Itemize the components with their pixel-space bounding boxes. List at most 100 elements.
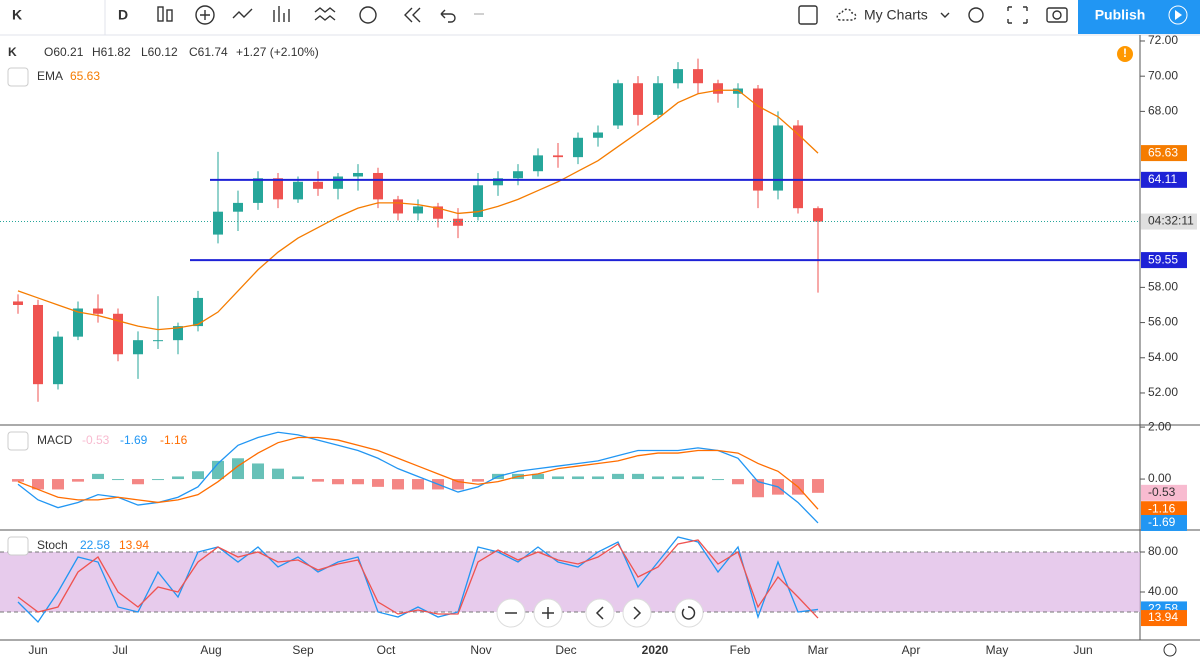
replay-icon[interactable] <box>404 7 421 23</box>
histogram-bar <box>732 479 744 485</box>
x-tick-label: Jun <box>1073 643 1092 657</box>
publish-menu[interactable] <box>1163 0 1200 34</box>
interval-button[interactable]: D <box>118 7 128 23</box>
candle-body <box>393 199 403 214</box>
candle-body <box>573 137 583 158</box>
histogram-bar <box>172 476 184 480</box>
candle-body <box>333 176 343 189</box>
candle-body <box>213 211 223 235</box>
badge <box>1141 610 1187 627</box>
y-tick-label: 2.00 <box>1148 419 1172 433</box>
histogram-bar <box>452 479 464 490</box>
macd-hist-value: -0.53 <box>82 433 110 447</box>
stoch-band <box>0 552 1140 612</box>
ema-line <box>17 89 819 331</box>
histogram-bar <box>52 479 64 490</box>
add-indicator-icon[interactable] <box>195 5 215 25</box>
histogram-bar <box>312 479 324 482</box>
histogram-bar <box>212 460 224 480</box>
signal-line <box>17 436 819 510</box>
badge-label: 13.94 <box>1148 610 1178 624</box>
badge <box>1141 145 1187 162</box>
publish-button-bg[interactable] <box>1078 0 1163 34</box>
y-tick-label: 56.00 <box>1148 315 1178 329</box>
histogram-bar <box>372 479 384 487</box>
histogram-bar <box>352 479 364 485</box>
badge-label: -1.16 <box>1148 501 1176 515</box>
candle-body <box>493 178 503 186</box>
candle-body <box>153 340 163 342</box>
histogram-bar <box>532 473 544 480</box>
y-tick-label: 52.00 <box>1148 385 1178 399</box>
y-tick-label: 72.00 <box>1148 33 1178 47</box>
candle-body <box>513 171 523 179</box>
settings-icon[interactable] <box>1163 643 1177 657</box>
y-tick-label: 80.00 <box>1148 544 1178 558</box>
histogram-bar <box>332 479 344 485</box>
stoch-k-value: 22.58 <box>80 538 110 552</box>
y-tick-label: 58.00 <box>1148 280 1178 294</box>
candle-body <box>273 178 283 200</box>
play-circle <box>1168 5 1188 25</box>
warning-icon[interactable] <box>1117 46 1133 62</box>
candle-body <box>193 297 203 327</box>
layout-icon[interactable] <box>798 5 818 25</box>
histogram-bar <box>132 479 144 485</box>
compare-icon[interactable] <box>232 8 253 19</box>
badge <box>1141 501 1187 518</box>
ema-value: 65.63 <box>70 69 100 83</box>
reset-glyph <box>681 606 696 620</box>
stoch-d-value: 13.94 <box>119 538 149 552</box>
candle-body <box>33 304 43 385</box>
x-tick-label: Jul <box>112 643 127 657</box>
collapse-button[interactable] <box>7 431 29 451</box>
settings-icon[interactable] <box>968 7 984 23</box>
candle-body <box>113 313 123 355</box>
candle-body <box>693 69 703 84</box>
histogram-bar <box>272 468 284 480</box>
alert-icon[interactable] <box>359 6 377 24</box>
legend-close: C61.74 <box>189 45 228 59</box>
snapshot-icon[interactable] <box>1046 7 1068 23</box>
histogram-bar <box>112 479 124 481</box>
candle-body <box>793 125 803 209</box>
y-tick-label: 70.00 <box>1148 68 1178 82</box>
scroll-right[interactable] <box>622 598 652 628</box>
legend-change: +1.27 (+2.10%) <box>236 45 319 59</box>
badge-label: -1.69 <box>1148 515 1176 529</box>
legend-high: H61.82 <box>92 45 131 59</box>
histogram-bar <box>612 473 624 480</box>
x-tick-label: 2020 <box>642 643 669 657</box>
candle-body <box>733 88 743 94</box>
candle-body <box>473 185 483 217</box>
stoch-k-line <box>17 536 819 624</box>
templates-icon[interactable] <box>314 7 336 21</box>
level-badge <box>1141 252 1187 269</box>
play <box>1175 10 1182 20</box>
x-tick-label: Dec <box>555 643 576 657</box>
fullscreen-icon[interactable] <box>1007 6 1028 24</box>
scroll-left[interactable] <box>585 598 615 628</box>
y-tick-label: 0.00 <box>1148 471 1172 485</box>
reset[interactable] <box>674 598 704 628</box>
collapse-button[interactable] <box>7 67 29 87</box>
symbol-button[interactable]: K <box>12 7 22 23</box>
collapse-button[interactable] <box>7 536 29 556</box>
x-tick-label: Oct <box>377 643 396 657</box>
candle-body <box>533 155 543 172</box>
level-label: 59.55 <box>1148 252 1178 266</box>
macd-name: MACD <box>37 433 73 447</box>
bars-icon[interactable] <box>273 6 290 22</box>
macd-signal-value: -1.16 <box>160 433 188 447</box>
candle-body <box>673 69 683 84</box>
candle-icon[interactable] <box>157 6 164 22</box>
candle-body <box>233 202 243 212</box>
publish-button[interactable]: Publish <box>1095 7 1146 23</box>
my-charts-button[interactable]: My Charts <box>864 7 928 23</box>
histogram-bar <box>152 479 164 481</box>
x-tick-label: May <box>986 643 1009 657</box>
undo-icon[interactable] <box>440 9 456 23</box>
candle-icon-2 <box>166 9 173 22</box>
histogram-bar <box>692 476 704 480</box>
x-tick-label: Apr <box>902 643 921 657</box>
